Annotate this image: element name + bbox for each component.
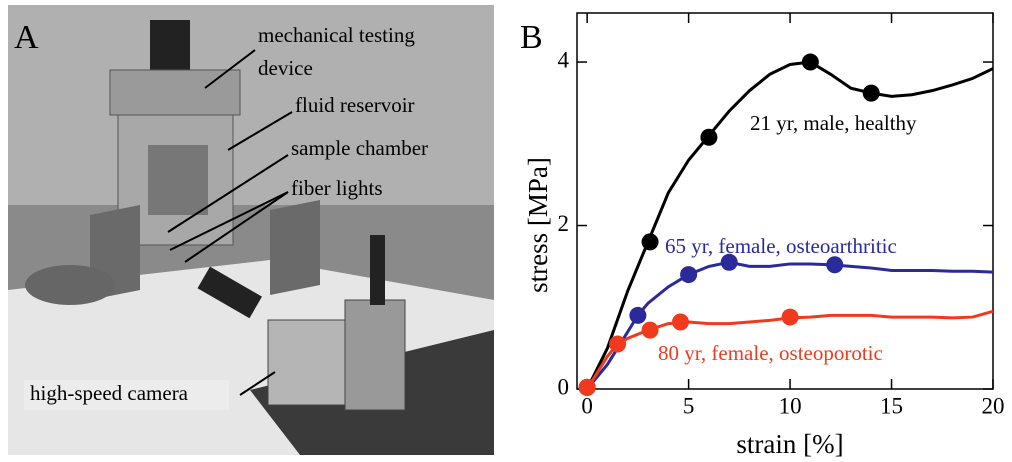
marker <box>862 84 880 102</box>
photo <box>8 5 494 455</box>
plot-frame <box>576 12 994 390</box>
y-tick-label: 2 <box>558 211 570 236</box>
panel-label: A <box>14 19 39 56</box>
series-label: 80 yr, female, osteoporotic <box>658 341 883 365</box>
y-tick-label: 4 <box>558 47 570 72</box>
x-tick-label: 15 <box>880 393 903 418</box>
series-label: 21 yr, male, healthy <box>750 111 917 135</box>
marker <box>826 256 844 274</box>
x-tick-label: 10 <box>779 393 802 418</box>
x-axis-label: strain [%] <box>736 429 843 459</box>
annotation: sample chamber <box>291 136 428 160</box>
marker <box>680 266 698 284</box>
annotation: mechanical testing <box>258 23 415 47</box>
panel-label: B <box>520 19 543 56</box>
marker <box>629 306 647 324</box>
marker <box>700 128 718 146</box>
annotation: fiber lights <box>291 176 383 200</box>
leader-line <box>167 154 289 233</box>
y-tick-label: 0 <box>558 374 570 399</box>
x-tick-label: 0 <box>581 393 593 418</box>
annotation: device <box>258 56 313 80</box>
x-tick-label: 5 <box>683 393 695 418</box>
series-line <box>585 60 994 390</box>
leader-line <box>184 191 289 263</box>
marker <box>671 313 689 331</box>
series-line <box>585 309 994 390</box>
series-label: 65 yr, female, osteoarthritic <box>665 234 897 258</box>
marker <box>578 378 596 396</box>
leader-line <box>204 49 256 89</box>
leader-line <box>239 371 276 396</box>
marker <box>641 233 659 251</box>
marker <box>609 335 627 353</box>
annotation: high-speed camera <box>30 381 189 405</box>
annotations: mechanical testing device fluid reservoir s… <box>24 23 428 410</box>
leader-line <box>227 111 293 151</box>
leader-line <box>169 191 289 251</box>
marker <box>720 253 738 271</box>
annotation: fluid reservoir <box>295 93 415 117</box>
marker <box>781 308 799 326</box>
marker <box>801 53 819 71</box>
marker <box>641 321 659 339</box>
x-tick-label: 20 <box>982 393 1005 418</box>
y-axis-label: stress [MPa] <box>523 157 553 293</box>
label-background <box>24 380 229 410</box>
